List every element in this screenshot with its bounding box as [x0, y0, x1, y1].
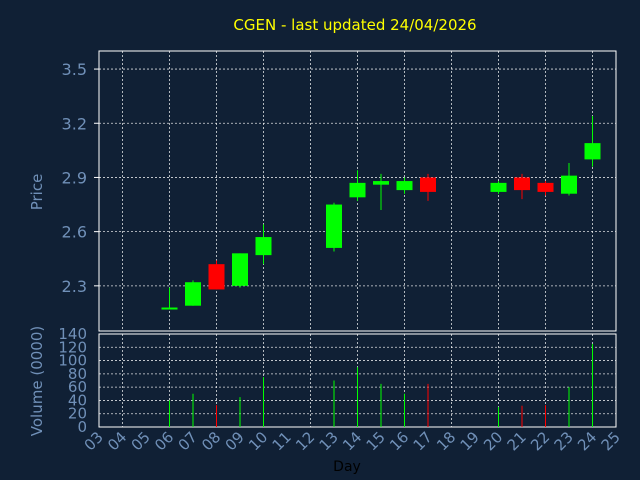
volume-tick-label: 140 [58, 325, 87, 343]
x-axis-label: Day [333, 459, 361, 475]
x-tick-label: 18 [433, 428, 459, 454]
x-tick-label: 12 [292, 428, 318, 454]
candle-day-6 [161, 287, 178, 310]
volume-tick-label: 60 [68, 378, 87, 396]
candle-body [161, 307, 178, 310]
x-tick-label: 09 [222, 428, 248, 454]
candle-day-13 [326, 202, 342, 252]
candle-day-23 [561, 163, 577, 196]
candle-body [537, 182, 554, 192]
candle-body [514, 177, 530, 191]
candle-body [349, 182, 366, 198]
price-tick-label: 3.5 [62, 60, 87, 79]
x-tick-label: 15 [363, 428, 389, 454]
price-tick-label: 2.3 [62, 277, 87, 296]
candle-day-15 [373, 173, 389, 210]
candle-day-9 [232, 253, 248, 288]
x-tick-label: 06 [151, 428, 177, 454]
chart-title: CGEN - last updated 24/04/2026 [233, 16, 476, 34]
candle-day-24 [584, 116, 601, 167]
price-panel: 2.3 2.6 2.9 3.2 3.5 Price [28, 50, 617, 332]
candle-day-21 [514, 173, 530, 200]
x-tick-label: 13 [316, 428, 342, 454]
x-tick-label: 08 [198, 428, 224, 454]
volume-tick-label: 80 [68, 365, 87, 383]
candle-day-8 [208, 260, 225, 290]
candle-day-14 [349, 170, 366, 201]
candle-day-22 [537, 181, 554, 196]
price-tick-label: 2.9 [62, 168, 87, 187]
candle-body [396, 181, 413, 191]
x-tick-label: 10 [245, 428, 271, 454]
volume-tick-label: 100 [58, 352, 87, 370]
candle-body [584, 143, 601, 160]
price-tick-label: 2.6 [62, 223, 87, 242]
x-tick-label: 22 [527, 428, 553, 454]
candle-body [420, 177, 436, 192]
candle-body [185, 282, 201, 306]
price-axis-label: Price [28, 174, 46, 211]
candles [161, 116, 601, 310]
candle-body [255, 237, 272, 256]
price-tick-label: 3.2 [62, 114, 87, 133]
x-tick-label: 04 [104, 428, 130, 454]
volume-tick-label: 120 [58, 338, 87, 356]
x-tick-label: 14 [339, 428, 365, 454]
x-tick-label: 17 [410, 428, 436, 454]
x-tick-label: 23 [551, 428, 577, 454]
x-tick-label: 19 [457, 428, 483, 454]
price-y-ticks: 2.3 2.6 2.9 3.2 3.5 [62, 60, 99, 296]
volume-tick-label: 20 [68, 405, 87, 423]
x-tick-label: 20 [480, 428, 506, 454]
x-tick-label: 21 [504, 428, 530, 454]
x-axis: 0304050607080910111213141516171819202122… [81, 428, 624, 454]
candle-body [490, 182, 507, 192]
candle-day-10 [255, 224, 272, 265]
candle-body [232, 253, 248, 286]
candle-day-16 [396, 177, 413, 194]
candle-day-17 [420, 173, 436, 201]
volume-bars [169, 343, 593, 427]
candle-body [326, 204, 342, 248]
x-tick-label: 16 [386, 428, 412, 454]
candle-day-7 [185, 280, 201, 306]
x-tick-label: 05 [128, 428, 154, 454]
volume-tick-label: 0 [77, 418, 87, 436]
volume-tick-label: 40 [68, 391, 87, 409]
candle-body [561, 175, 577, 194]
x-tick-label: 07 [175, 428, 201, 454]
candle-body [373, 181, 389, 185]
x-tick-label: 24 [574, 428, 600, 454]
candle-day-20 [490, 181, 507, 194]
volume-axis-label: Volume (0000) [28, 326, 46, 436]
x-tick-label: 25 [598, 428, 624, 454]
x-tick-label: 11 [269, 428, 295, 454]
candle-body [208, 264, 225, 290]
